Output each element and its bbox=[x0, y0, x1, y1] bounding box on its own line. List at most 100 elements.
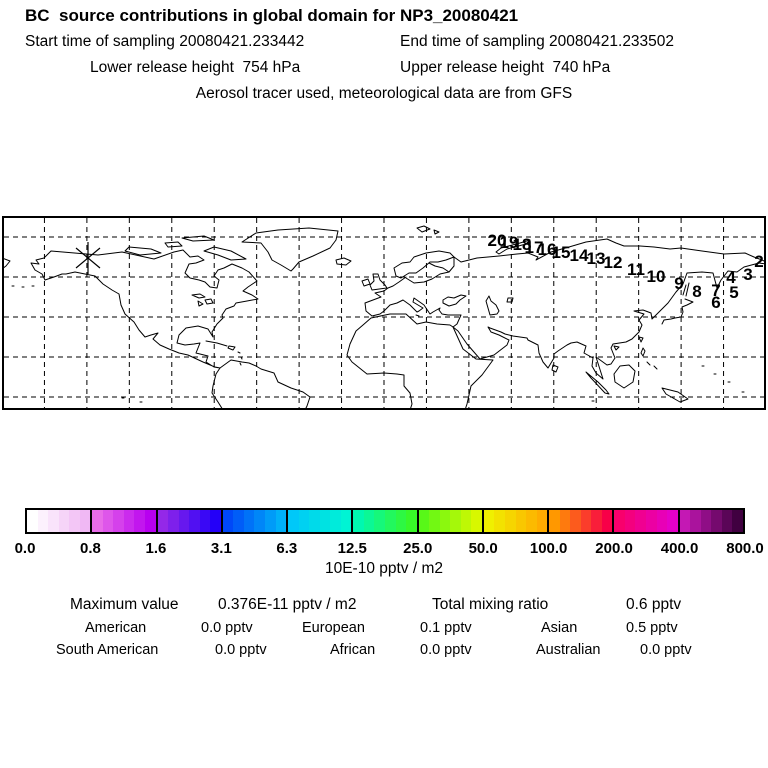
coastline-greenland bbox=[241, 227, 339, 272]
coastline-arctic-islands bbox=[124, 235, 247, 261]
coastline-british-isles bbox=[361, 273, 388, 291]
trajectory-number: 16 bbox=[538, 240, 557, 259]
total-ratio-value: 0.6 pptv bbox=[626, 596, 682, 613]
coastline-atlantic-europe bbox=[364, 276, 407, 317]
trajectory-number: 10 bbox=[647, 267, 666, 286]
trajectory-number: 8 bbox=[692, 282, 701, 301]
trajectory-number: 12 bbox=[604, 253, 623, 272]
trajectory-number: 18 bbox=[513, 235, 532, 254]
trajectory-number: 20 bbox=[488, 231, 507, 250]
tracer-note: Aerosol tracer used, meteorological data… bbox=[195, 85, 573, 102]
map-frame bbox=[2, 216, 766, 410]
region-label-american: American bbox=[85, 620, 147, 636]
colorbar-segment bbox=[92, 510, 158, 532]
island-dots bbox=[11, 285, 745, 403]
trajectory-number: 2 bbox=[754, 252, 763, 271]
coastline-svalbard bbox=[416, 225, 440, 235]
max-value-label: Maximum value bbox=[70, 596, 179, 613]
trajectory-number: 17 bbox=[525, 238, 544, 257]
page-title: BC source contributions in global domain… bbox=[25, 6, 519, 25]
colorbar-segment bbox=[353, 510, 419, 532]
great-lakes bbox=[191, 293, 214, 307]
trajectory-number: 6 bbox=[711, 293, 720, 312]
region-label-asian: Asian bbox=[541, 620, 578, 636]
coastline-scandinavia bbox=[393, 250, 455, 279]
colorbar-segment bbox=[27, 510, 93, 532]
colorbar-tick-label: 200.0 bbox=[595, 540, 633, 557]
colorbar-ticks: 0.0 0.8 1.6 3.1 6.3 12.5 25.0 50.0 100.0 200.0 400… bbox=[15, 540, 764, 558]
trajectory-number: 7 bbox=[711, 281, 720, 300]
coastline-north-america bbox=[30, 249, 259, 369]
start-time-label: Start time of sampling 20080421.233442 bbox=[25, 33, 305, 50]
colorbar-tick-label: 0.0 bbox=[14, 540, 36, 557]
coastline-siberia-arctic bbox=[448, 238, 767, 273]
upper-release-label: Upper release height 740 hPa bbox=[400, 59, 611, 76]
end-time-label: End time of sampling 20080421.233502 bbox=[400, 33, 675, 50]
coastline-caspian-aral bbox=[485, 295, 514, 316]
coastline-africa bbox=[346, 313, 494, 411]
coastlines bbox=[1, 225, 767, 411]
colorbar-segment bbox=[288, 510, 354, 532]
colorbar-segment bbox=[222, 510, 289, 532]
trajectory-number: 3 bbox=[743, 265, 752, 284]
coastline-caribbean bbox=[205, 340, 243, 366]
max-value: 0.376E-11 pptv / m2 bbox=[218, 596, 357, 613]
region-label-australian: Australian bbox=[536, 642, 601, 658]
trajectory-number: 11 bbox=[627, 260, 645, 279]
colorbar-segment bbox=[483, 510, 550, 532]
coastline-baltic bbox=[405, 262, 450, 284]
trajectory-number: 15 bbox=[552, 243, 571, 262]
colorbar-tick-label: 100.0 bbox=[529, 540, 568, 557]
release-marker bbox=[75, 242, 101, 274]
colorbar-tick-label: 0.8 bbox=[80, 540, 101, 557]
region-value-south-american: 0.0 pptv bbox=[215, 642, 267, 658]
colorbar-segment bbox=[549, 510, 615, 532]
colorbar bbox=[25, 508, 745, 534]
world-map: 20 19 18 17 16 15 14 13 12 11 10 9 8 7 6 5 4 3 2 bbox=[1, 216, 767, 411]
trajectory-number: 4 bbox=[726, 268, 736, 287]
coastline-japan-sakhalin bbox=[661, 282, 694, 325]
coastline-iceland bbox=[335, 257, 352, 266]
region-value-european: 0.1 pptv bbox=[420, 620, 472, 636]
coastline-novaya-zemlya bbox=[495, 239, 531, 255]
trajectory-number: 13 bbox=[587, 249, 606, 268]
colorbar-tick-label: 50.0 bbox=[468, 540, 498, 557]
coastline-asia-pacific bbox=[371, 262, 767, 380]
region-value-australian: 0.0 pptv bbox=[640, 642, 692, 658]
colorbar-tick-label: 1.6 bbox=[145, 540, 167, 557]
colorbar-segment bbox=[679, 510, 743, 532]
colorbar-tick-label: 25.0 bbox=[403, 540, 433, 557]
coastline-taiwan-hainan bbox=[415, 314, 644, 351]
colorbar-unit-label: 10E-10 pptv / m2 bbox=[324, 560, 444, 577]
trajectory-number: 9 bbox=[674, 274, 683, 293]
lower-release-label: Lower release height 754 hPa bbox=[90, 59, 301, 76]
coastline-philippines bbox=[640, 347, 658, 370]
trajectory-number: 14 bbox=[570, 246, 589, 265]
coastline-indonesia bbox=[585, 364, 689, 403]
map-gridlines bbox=[4, 218, 764, 408]
colorbar-segment bbox=[418, 510, 484, 532]
trajectory-number: 5 bbox=[729, 283, 738, 302]
coastline-black-sea bbox=[442, 294, 467, 307]
release-marker-line bbox=[75, 247, 101, 269]
trajectory-number: 19 bbox=[500, 233, 519, 252]
region-value-asian: 0.5 pptv bbox=[626, 620, 678, 636]
colorbar-tick-label: 12.5 bbox=[337, 540, 367, 557]
colorbar-segment bbox=[157, 510, 223, 532]
total-ratio-label: Total mixing ratio bbox=[432, 596, 549, 613]
coastline-sri-lanka bbox=[551, 364, 559, 373]
colorbar-tick-label: 400.0 bbox=[660, 540, 699, 557]
coastline-south-america bbox=[211, 359, 311, 411]
colorbar-tick-label: 6.3 bbox=[276, 540, 298, 557]
colorbar-tick-label: 800.0 bbox=[726, 540, 764, 557]
colorbar-segment bbox=[614, 510, 680, 532]
region-label-south-american: South American bbox=[56, 642, 159, 658]
region-label-european: European bbox=[302, 620, 365, 636]
region-label-african: African bbox=[330, 642, 376, 658]
region-value-african: 0.0 pptv bbox=[420, 642, 472, 658]
colorbar-tick-label: 3.1 bbox=[210, 540, 232, 557]
region-value-american: 0.0 pptv bbox=[201, 620, 253, 636]
